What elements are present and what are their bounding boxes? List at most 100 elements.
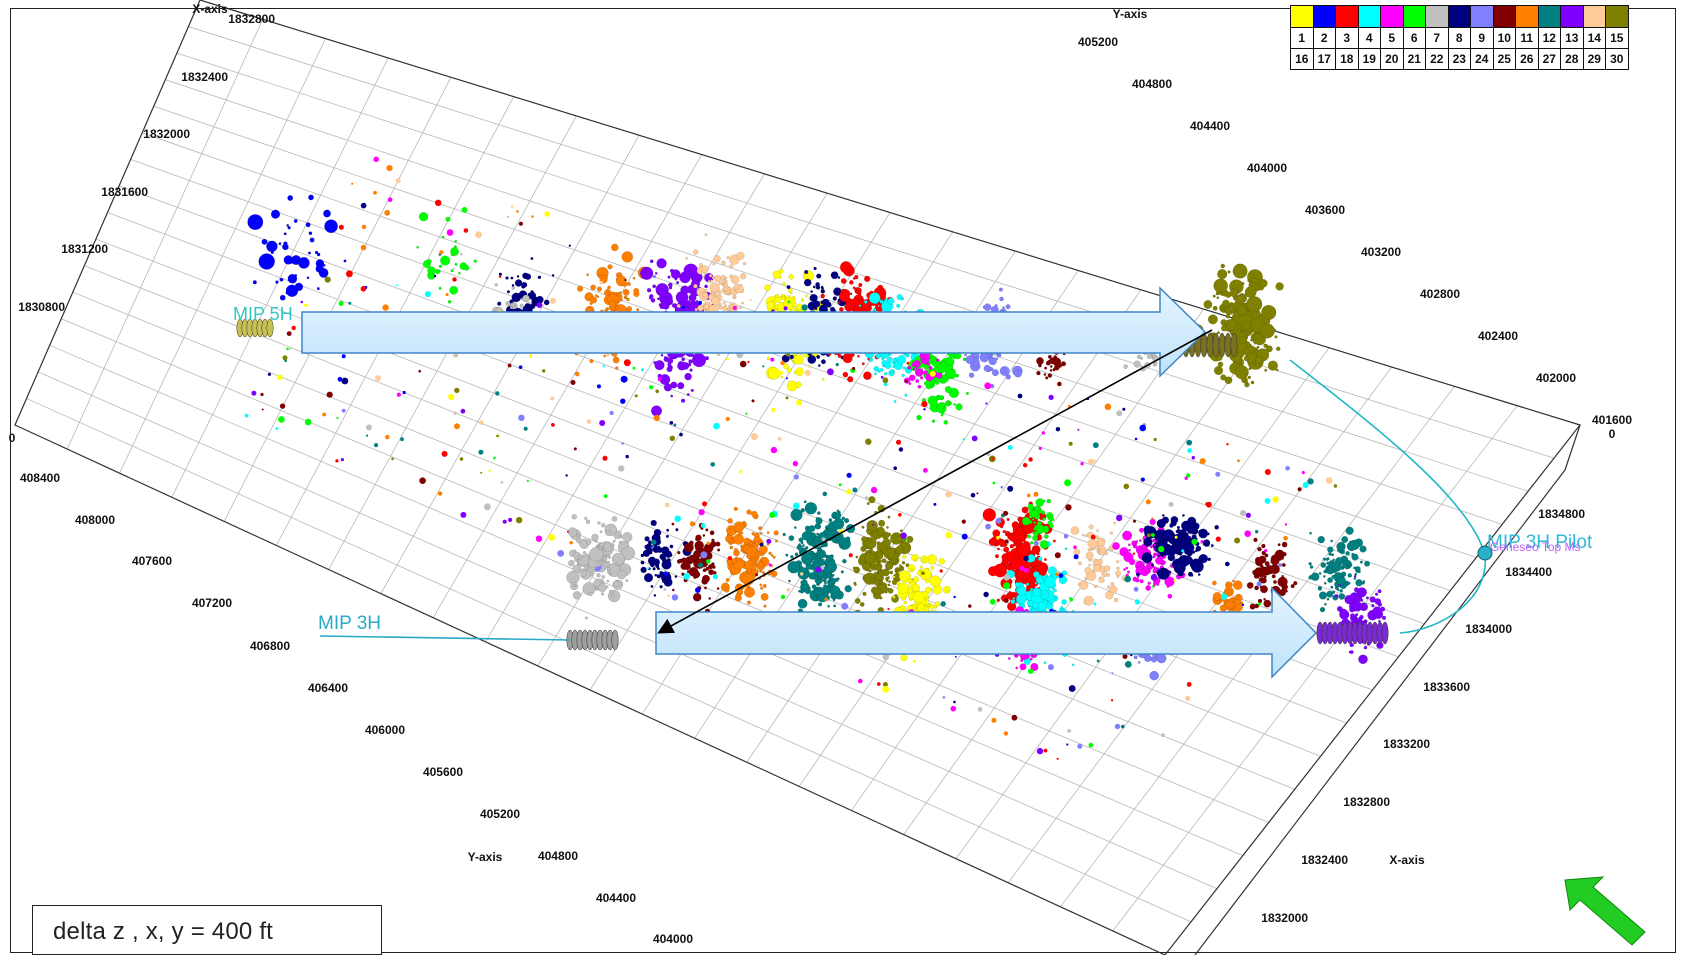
event-point	[741, 301, 744, 305]
event-point	[691, 357, 695, 361]
event-point	[704, 284, 708, 289]
axis-title: Y-axis	[1113, 7, 1148, 21]
tick-label: 408000	[75, 513, 115, 527]
box-edge	[1194, 469, 1566, 956]
event-point	[636, 308, 640, 312]
event-point	[506, 290, 510, 294]
event-point	[611, 243, 619, 252]
event-point	[736, 251, 745, 260]
viewer-frame	[10, 8, 1676, 953]
event-point	[632, 276, 636, 280]
event-point	[675, 281, 680, 285]
event-point	[510, 276, 514, 280]
event-point	[690, 388, 694, 392]
event-point	[626, 282, 631, 287]
event-point	[654, 360, 665, 371]
tick-label: 404000	[653, 932, 693, 946]
tick-label: 1833600	[1423, 680, 1470, 694]
event-point	[700, 265, 709, 274]
event-point	[435, 269, 441, 275]
legend-swatch	[1290, 5, 1314, 28]
event-point	[685, 256, 688, 260]
legend-stage-number: 27	[1537, 48, 1561, 70]
event-point	[308, 231, 313, 235]
tick-label: 401600	[1592, 413, 1632, 427]
legend-stage-number: 19	[1357, 48, 1381, 70]
grid-line	[107, 212, 1373, 691]
event-point	[590, 284, 597, 291]
event-point	[440, 255, 451, 266]
legend-stage-number: 6	[1402, 27, 1426, 49]
event-point	[315, 264, 324, 273]
event-point	[606, 288, 610, 292]
event-point	[596, 295, 600, 299]
event-point	[710, 279, 714, 283]
tick-label: 406800	[250, 639, 290, 653]
tick-label: 406400	[308, 681, 348, 695]
event-point	[681, 357, 686, 362]
event-point	[713, 255, 721, 263]
event-point	[676, 303, 681, 309]
event-point	[710, 291, 715, 296]
event-point	[690, 279, 701, 289]
event-point	[418, 211, 429, 222]
legend-stage-number: 10	[1492, 27, 1516, 49]
event-point	[287, 195, 294, 201]
event-point	[612, 356, 620, 364]
event-point	[511, 292, 522, 303]
event-point	[505, 276, 509, 280]
event-point	[640, 266, 654, 280]
event-point	[650, 298, 656, 303]
event-point	[732, 296, 736, 300]
tick-label: 402800	[1420, 287, 1460, 301]
event-point	[680, 288, 684, 292]
event-point	[530, 257, 534, 261]
event-point	[654, 271, 658, 275]
event-point	[726, 256, 730, 260]
event-point	[718, 281, 723, 286]
event-point	[607, 264, 613, 270]
event-point	[293, 219, 298, 223]
event-point	[278, 242, 282, 246]
event-point	[298, 257, 310, 269]
tick-label: 405200	[480, 807, 520, 821]
tick-label: 407600	[132, 554, 172, 568]
legend-swatch	[1492, 5, 1516, 28]
event-point	[309, 237, 315, 243]
event-point	[689, 368, 693, 372]
event-point	[684, 300, 692, 308]
axis-title: Y-axis	[468, 850, 503, 864]
event-point	[316, 287, 320, 291]
legend-swatch	[1357, 5, 1381, 28]
legend-swatch	[1380, 5, 1404, 28]
event-point	[677, 382, 685, 390]
event-point	[708, 274, 713, 278]
event-point	[576, 285, 584, 292]
event-point	[427, 266, 436, 275]
legend-stage-number: 29	[1582, 48, 1606, 70]
legend-stage-number: 26	[1515, 48, 1539, 70]
event-point	[445, 216, 451, 222]
event-point	[718, 305, 723, 310]
grid-line	[49, 344, 1243, 856]
event-point	[646, 288, 652, 293]
grid-line	[118, 185, 1399, 658]
event-point	[652, 284, 657, 289]
event-point	[505, 301, 511, 307]
event-point	[514, 305, 518, 309]
grid-line	[72, 291, 1295, 790]
tick-label: 1832800	[1343, 795, 1390, 809]
event-point	[252, 280, 257, 285]
legend-swatch	[1402, 5, 1426, 28]
event-point	[258, 253, 275, 270]
event-point	[699, 263, 704, 268]
event-point	[438, 264, 443, 268]
event-point	[528, 308, 532, 312]
legend-stage-number: 23	[1447, 48, 1471, 70]
event-point	[721, 260, 726, 266]
tick-label: 402000	[1536, 371, 1576, 385]
legend-stage-number: 30	[1605, 48, 1629, 70]
event-point	[656, 258, 667, 269]
